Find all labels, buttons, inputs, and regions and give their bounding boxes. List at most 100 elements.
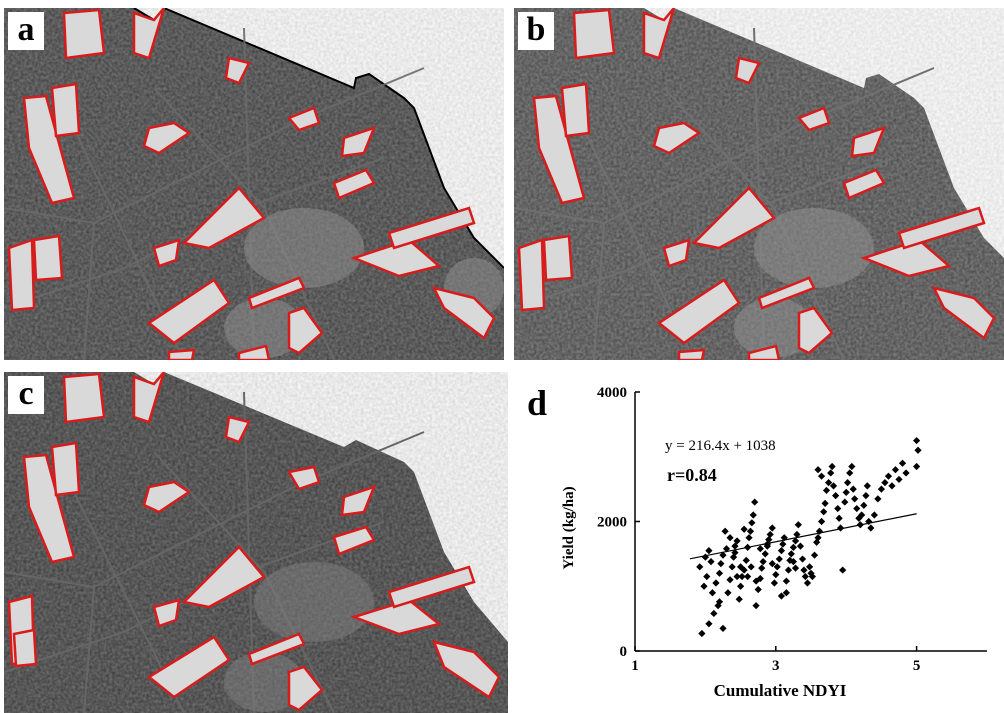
y-axis-label: Yield (kg/ha) bbox=[561, 486, 577, 569]
data-point bbox=[913, 437, 920, 444]
x-tick-label: 5 bbox=[913, 658, 921, 674]
data-point bbox=[862, 492, 869, 499]
data-point bbox=[705, 620, 712, 627]
data-point bbox=[885, 473, 892, 480]
y-tick-label: 0 bbox=[620, 644, 628, 660]
data-point bbox=[748, 519, 755, 526]
data-point bbox=[834, 505, 841, 512]
panel-label-b: b bbox=[518, 12, 554, 50]
data-point bbox=[741, 526, 748, 533]
data-point bbox=[722, 528, 729, 535]
data-point bbox=[751, 498, 758, 505]
data-point bbox=[790, 544, 797, 551]
data-point bbox=[726, 534, 733, 541]
data-point bbox=[705, 547, 712, 554]
data-point bbox=[744, 573, 751, 580]
x-tick-label: 1 bbox=[631, 658, 639, 674]
data-point bbox=[743, 557, 750, 564]
data-point bbox=[888, 482, 895, 489]
data-point bbox=[844, 479, 851, 486]
data-point bbox=[772, 571, 779, 578]
data-point bbox=[710, 610, 717, 617]
data-point bbox=[771, 579, 778, 586]
data-point bbox=[913, 463, 920, 470]
scatter-chart: 1 3 5 0 2000 4000 y = 216.4x + 1038 r=0.84 Cu… bbox=[555, 378, 995, 708]
data-point bbox=[806, 563, 813, 570]
data-point bbox=[767, 531, 774, 538]
data-point bbox=[707, 558, 714, 565]
y-tick-label: 4000 bbox=[597, 385, 627, 401]
data-point bbox=[797, 543, 804, 550]
data-point bbox=[776, 555, 783, 562]
data-point bbox=[747, 528, 754, 535]
data-point bbox=[846, 469, 853, 476]
data-point bbox=[860, 502, 867, 509]
data-point bbox=[750, 511, 757, 518]
panel-label-a: a bbox=[8, 12, 44, 50]
data-point bbox=[864, 482, 871, 489]
data-point bbox=[755, 586, 762, 593]
data-point bbox=[867, 524, 874, 531]
data-point bbox=[820, 508, 827, 515]
satellite-image-c bbox=[4, 372, 508, 713]
data-point bbox=[914, 447, 921, 454]
data-point bbox=[827, 469, 834, 476]
data-point bbox=[800, 566, 807, 573]
data-point bbox=[811, 552, 818, 559]
satellite-image-a bbox=[4, 8, 504, 360]
x-axis-label: Cumulative NDYI bbox=[714, 681, 847, 700]
data-point bbox=[821, 500, 828, 507]
data-point bbox=[719, 625, 726, 632]
data-point bbox=[700, 583, 707, 590]
data-point bbox=[748, 563, 755, 570]
chart-axes: 1 3 5 0 2000 4000 bbox=[597, 385, 987, 674]
data-point bbox=[836, 515, 843, 522]
satellite-image-b bbox=[514, 8, 1004, 360]
data-point bbox=[778, 547, 785, 554]
data-point bbox=[785, 566, 792, 573]
data-point bbox=[726, 576, 733, 583]
data-point bbox=[752, 602, 759, 609]
data-point bbox=[823, 487, 830, 494]
data-point bbox=[702, 554, 709, 561]
data-point bbox=[899, 460, 906, 467]
data-point bbox=[848, 463, 855, 470]
data-point bbox=[698, 630, 705, 637]
y-tick-label: 2000 bbox=[597, 515, 627, 531]
data-point bbox=[799, 555, 806, 562]
data-point bbox=[729, 563, 736, 570]
data-point bbox=[716, 570, 723, 577]
data-point bbox=[760, 558, 767, 565]
data-point bbox=[892, 466, 899, 473]
data-point bbox=[871, 511, 878, 518]
satellite-panel-c: c bbox=[4, 372, 508, 713]
data-point bbox=[783, 577, 790, 584]
data-point bbox=[874, 495, 881, 502]
data-point bbox=[769, 524, 776, 531]
data-point bbox=[724, 589, 731, 596]
panel-label-c: c bbox=[8, 376, 44, 414]
data-point bbox=[853, 505, 860, 512]
data-point bbox=[733, 573, 740, 580]
fit-line bbox=[690, 514, 917, 559]
data-point bbox=[843, 489, 850, 496]
data-point bbox=[829, 463, 836, 470]
data-point bbox=[737, 583, 744, 590]
data-point bbox=[703, 573, 710, 580]
satellite-panel-b: b bbox=[514, 8, 1004, 360]
data-point bbox=[850, 486, 857, 493]
satellite-panel-a: a bbox=[4, 8, 504, 360]
panel-label-d: d bbox=[527, 382, 547, 424]
data-point bbox=[736, 596, 743, 603]
x-tick-label: 3 bbox=[772, 658, 780, 674]
data-point bbox=[851, 495, 858, 502]
data-point bbox=[878, 486, 885, 493]
data-point bbox=[792, 565, 799, 572]
data-point bbox=[802, 573, 809, 580]
data-point bbox=[779, 541, 786, 548]
data-point bbox=[902, 469, 909, 476]
data-point bbox=[758, 565, 765, 572]
data-point bbox=[745, 534, 752, 541]
data-point bbox=[818, 473, 825, 480]
regression-equation: y = 216.4x + 1038 bbox=[665, 438, 776, 454]
